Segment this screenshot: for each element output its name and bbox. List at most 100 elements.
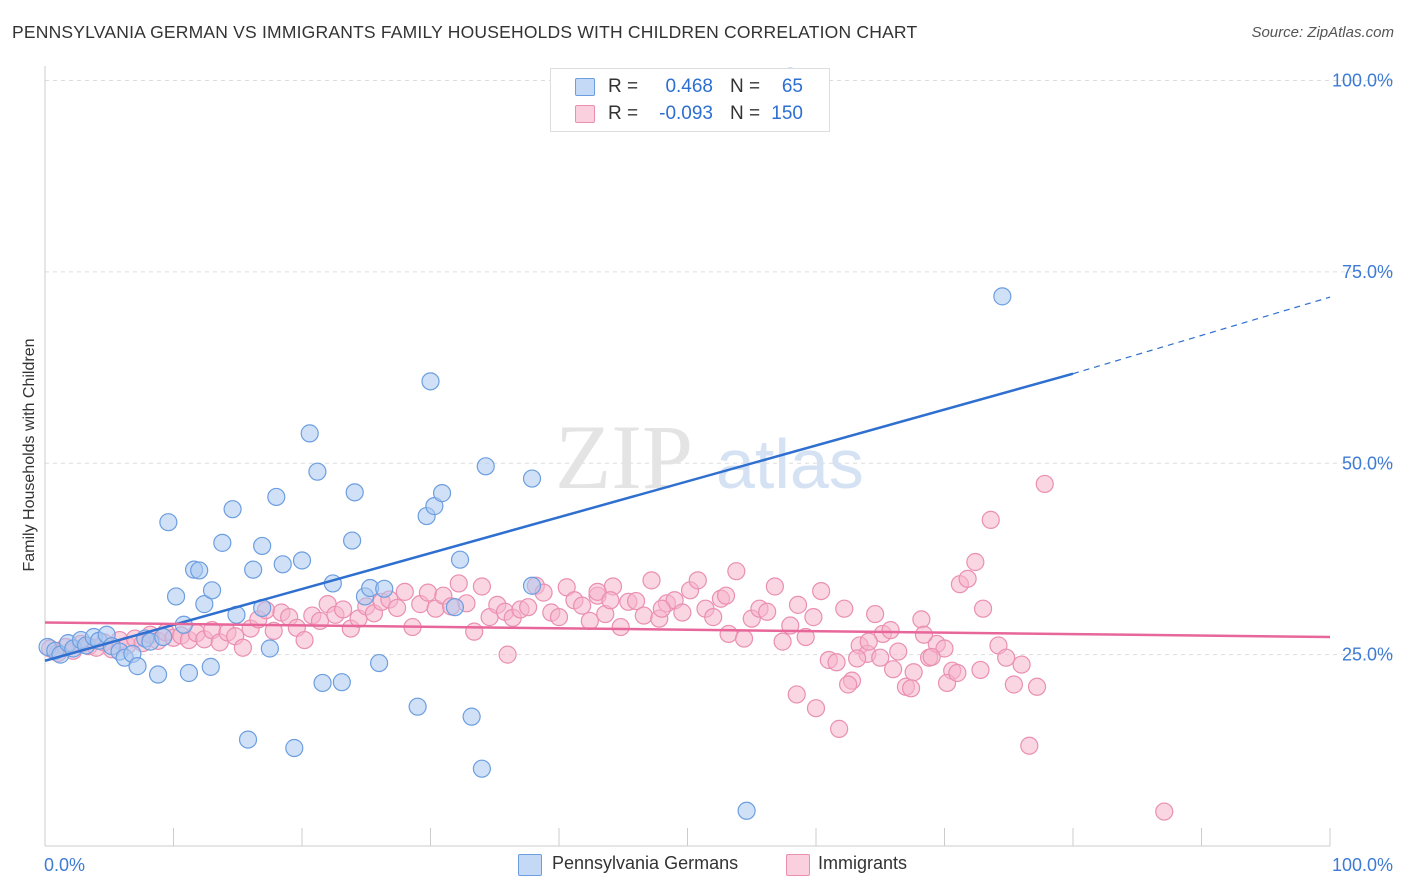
legend-row-blue: R = 0.468 N = 65 [551,74,829,100]
data-point [901,679,921,698]
data-point [573,596,592,615]
legend-item-pennsylvania-germans: Pennsylvania Germans [518,852,758,876]
watermark-zip: ZIP [555,406,693,508]
chart-title: PENNSYLVANIA GERMAN VS IMMIGRANTS FAMILY… [12,22,918,42]
data-point [519,598,538,617]
watermark: ZIP atlas [555,406,864,508]
data-point [806,699,826,718]
data-point [859,632,878,651]
data-point [395,582,414,601]
data-point [912,610,931,629]
data-point [904,663,923,682]
data-point [498,645,517,664]
data-point [839,675,858,694]
data-point [971,660,990,680]
data-point [588,582,607,601]
data-point [292,551,312,570]
data-point [343,531,362,550]
data-point [652,599,671,618]
data-point [948,663,967,683]
legend-swatch-pink [786,854,810,876]
data-point [1027,677,1047,696]
data-point [889,642,908,661]
data-point [1004,675,1023,694]
legend-n-label: N = [730,76,761,97]
data-point [332,673,351,692]
data-point [642,571,661,590]
legend-r-value: -0.093 [659,103,713,124]
data-point [981,510,1000,529]
trend-lines [44,296,1331,662]
data-point [345,483,364,502]
data-point [370,653,389,673]
data-point [611,617,630,637]
x-tick-label-max: 100.0% [1332,855,1393,875]
data-point [154,627,173,647]
data-point [334,600,353,619]
trend-line-blue [44,372,1074,662]
data-point [848,649,867,668]
data-point [993,287,1012,306]
legend-n-value: 150 [771,103,803,124]
data-point [375,579,394,598]
data-point [313,673,332,693]
data-point [835,599,854,618]
data-point [421,372,440,391]
data-point [449,574,468,593]
data-point [213,533,232,552]
data-point [719,624,738,644]
data-point [688,571,707,590]
data-point [788,595,808,614]
data-point [935,639,954,658]
data-point [716,586,736,605]
data-point [601,591,620,610]
data-point [866,604,885,624]
pennsylvania-germans-points [38,67,1012,820]
data-point [202,581,222,600]
data-point [704,608,723,627]
legend-label: Immigrants [818,853,908,873]
data-point [812,581,831,601]
y-tick-label: 75.0% [1342,262,1393,282]
axes [44,66,1331,847]
data-point [223,500,242,519]
data-point [128,657,147,676]
data-point [734,629,754,648]
data-point [580,611,599,631]
data-point [450,550,470,569]
data-point [958,569,977,588]
data-point [295,630,314,650]
data-point [472,759,491,778]
source-label: Source: ZipAtlas.com [1251,24,1394,41]
correlation-legend: R = 0.468 N = 65 R = -0.093 N = 150 [550,68,830,132]
data-point [159,513,178,532]
data-point [244,560,263,579]
data-point [634,606,653,625]
data-point [727,562,746,581]
data-point [476,457,495,476]
data-point [472,577,491,596]
data-point [997,648,1016,667]
data-point [264,621,283,640]
data-point [626,591,646,611]
legend-n-label: N = [730,103,761,124]
data-point [1020,736,1039,755]
data-point [922,647,941,667]
legend-row-pink: R = -0.093 N = 150 [551,101,829,127]
data-point [773,632,792,651]
data-point [673,603,692,622]
data-point [549,608,569,627]
data-point [445,598,465,617]
data-point [973,599,993,618]
data-point [522,469,542,488]
data-point [787,685,806,704]
data-point [1155,802,1174,821]
watermark-atlas: atlas [716,425,864,503]
data-point [267,487,286,507]
data-point [914,625,934,644]
data-point [883,660,903,679]
x-tick-label-min: 0.0% [44,855,85,875]
data-point [432,484,452,503]
y-tick-label: 100.0% [1332,71,1393,91]
